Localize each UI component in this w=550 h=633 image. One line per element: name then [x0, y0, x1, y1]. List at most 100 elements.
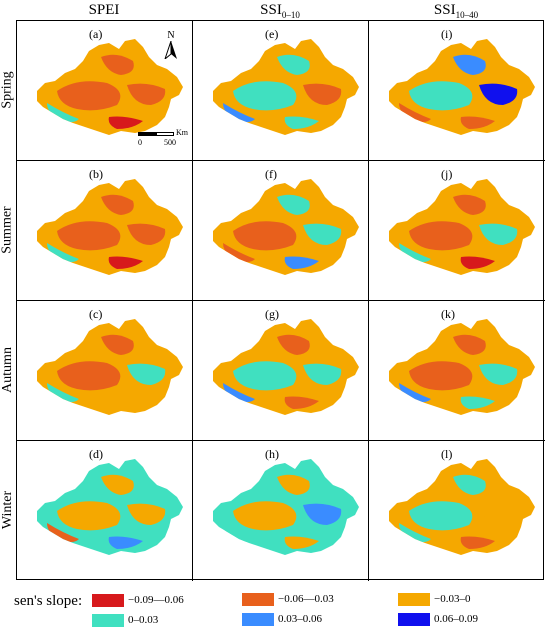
- panel-label: (h): [265, 447, 279, 461]
- slope-patch: [223, 523, 255, 542]
- slope-patch: [127, 503, 166, 525]
- slope-patch: [453, 334, 486, 355]
- panel-label: (b): [89, 167, 103, 181]
- slope-patch: [47, 103, 79, 122]
- slope-patch: [409, 501, 473, 531]
- legend-label-3: 0–0.03: [128, 614, 159, 626]
- map-image: [37, 319, 183, 415]
- column-header-ssi-10-40: SSI10–40: [433, 2, 479, 20]
- slope-patch: [399, 103, 431, 122]
- slope-patch: [284, 116, 319, 129]
- panel-label: (c): [89, 307, 103, 321]
- row-label-autumn: Autumn: [0, 347, 16, 393]
- map-image: [389, 319, 535, 415]
- slope-patch: [479, 223, 518, 245]
- slope-patch: [460, 396, 495, 409]
- slope-patch: [303, 83, 342, 105]
- slope-patch: [233, 361, 297, 391]
- slope-patch: [460, 536, 495, 549]
- slope-patch: [277, 334, 310, 355]
- slope-patch: [409, 361, 473, 391]
- legend-swatch-1: [242, 593, 274, 606]
- map-panel: (d): [17, 441, 193, 581]
- slope-patch: [223, 243, 255, 262]
- scale-bar: Km 0 500: [138, 128, 198, 150]
- slope-patch: [108, 256, 143, 269]
- panel-label: (k): [441, 307, 455, 321]
- row-label-summer: Summer: [0, 206, 16, 254]
- slope-patch: [101, 334, 134, 355]
- slope-patch: [127, 363, 166, 385]
- slope-patch: [460, 116, 495, 129]
- legend-label-1: −0.06—0.03: [278, 593, 334, 605]
- slope-patch: [108, 536, 143, 549]
- map-image: [37, 459, 183, 555]
- column-header-spei: SPEI: [88, 2, 120, 18]
- map-image: [389, 179, 535, 275]
- slope-patch: [277, 474, 310, 495]
- map-image: [389, 39, 535, 135]
- slope-patch: [409, 81, 473, 111]
- slope-patch: [223, 383, 255, 402]
- map-image: [37, 39, 183, 135]
- slope-patch: [284, 536, 319, 549]
- slope-patch: [223, 103, 255, 122]
- legend-label-4: 0.03–0.06: [278, 613, 322, 625]
- slope-patch: [479, 503, 518, 525]
- slope-patch: [277, 54, 310, 75]
- map-panel: (a): [17, 21, 193, 161]
- column-header-ssi-0-10: SSI0–10: [260, 2, 300, 20]
- map-panel: (l): [369, 441, 545, 581]
- slope-patch: [479, 363, 518, 385]
- legend-title: sen's slope:: [14, 593, 83, 609]
- slope-patch: [284, 396, 319, 409]
- slope-patch: [47, 383, 79, 402]
- legend-swatch-0: [92, 594, 124, 607]
- row-label-winter: Winter: [0, 490, 15, 530]
- scale-bar-start: 0: [138, 138, 142, 147]
- panel-label: (i): [441, 27, 453, 41]
- slope-patch: [453, 194, 486, 215]
- panel-label: (j): [441, 167, 453, 181]
- map-panel: (e): [193, 21, 369, 161]
- slope-patch: [303, 503, 342, 525]
- slope-patch: [57, 81, 121, 111]
- slope-patch: [399, 243, 431, 262]
- slope-patch: [233, 501, 297, 531]
- legend: sen's slope: −0.09—0.06 −0.06—0.03 −0.03…: [0, 590, 550, 633]
- slope-patch: [303, 363, 342, 385]
- slope-patch: [101, 194, 134, 215]
- map-image: [213, 319, 359, 415]
- slope-patch: [233, 221, 297, 251]
- slope-patch: [277, 194, 310, 215]
- legend-swatch-2: [398, 593, 430, 606]
- slope-patch: [57, 221, 121, 251]
- north-arrow-icon: N: [162, 30, 180, 61]
- slope-patch: [399, 383, 431, 402]
- map-image: [389, 459, 535, 555]
- map-image: [213, 459, 359, 555]
- map-panel: (b): [17, 161, 193, 301]
- legend-swatch-3: [92, 614, 124, 627]
- slope-patch: [233, 81, 297, 111]
- map-image: [213, 39, 359, 135]
- legend-swatch-5: [398, 613, 430, 626]
- slope-patch: [479, 83, 518, 105]
- legend-label-5: 0.06–0.09: [434, 613, 478, 625]
- map-panel: (g): [193, 301, 369, 441]
- map-image: [37, 179, 183, 275]
- slope-patch: [127, 223, 166, 245]
- slope-patch: [57, 361, 121, 391]
- slope-patch: [284, 256, 319, 269]
- map-panel: (f): [193, 161, 369, 301]
- map-panel: (c): [17, 301, 193, 441]
- map-panel: (k): [369, 301, 545, 441]
- slope-patch: [108, 116, 143, 129]
- slope-patch: [47, 243, 79, 262]
- panel-label: (f): [265, 167, 277, 181]
- map-panel: (h): [193, 441, 369, 581]
- slope-patch: [409, 221, 473, 251]
- legend-label-2: −0.03–0: [434, 593, 471, 605]
- legend-label-0: −0.09—0.06: [128, 594, 184, 606]
- map-image: [213, 179, 359, 275]
